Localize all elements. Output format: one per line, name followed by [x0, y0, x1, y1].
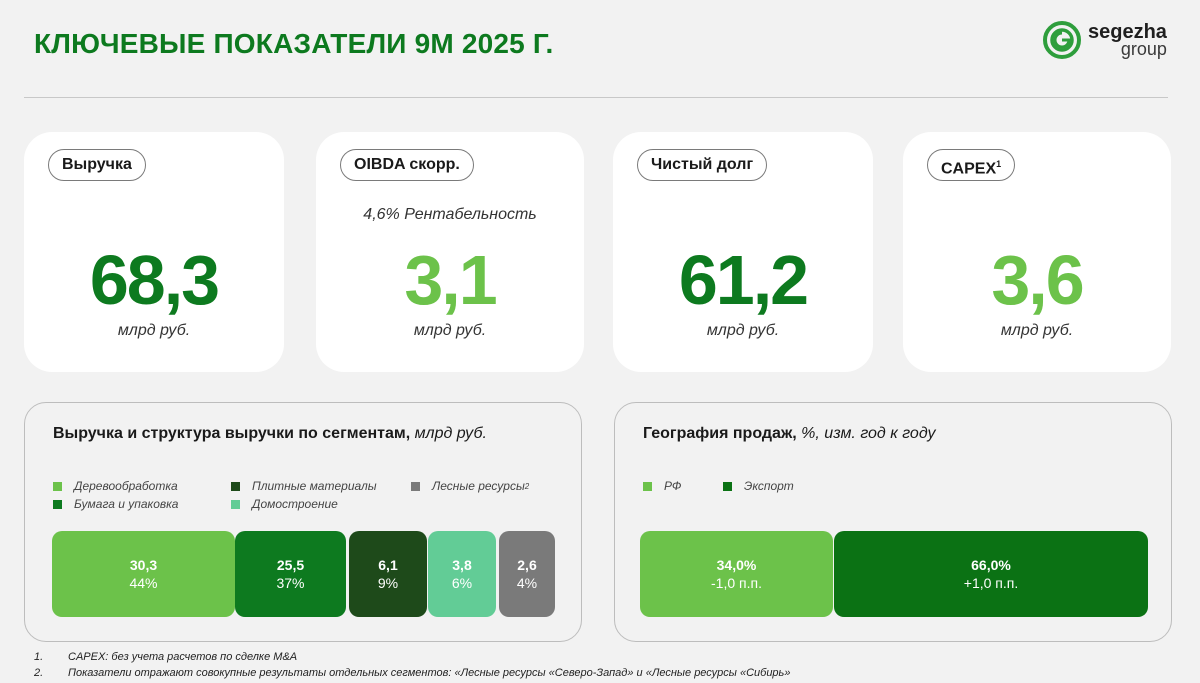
segment-value-forest: 2,6 — [517, 557, 537, 573]
kpi-label-oibda: OIBDA скорр. — [340, 149, 474, 181]
legend-swatch-rf — [643, 481, 652, 491]
legend-swatch-wood — [53, 481, 62, 491]
kpi-unit-oibda: млрд руб. — [413, 322, 487, 339]
kpi-label-revenue: Выручка — [48, 149, 146, 181]
geography-title-bold: География продаж, — [643, 425, 797, 442]
logo-sub: group — [1120, 39, 1167, 59]
footnote-2-num: 2. — [34, 667, 44, 679]
segment-bar-panels: 6,1 9% — [349, 531, 427, 617]
legend-item-paper: Бумага и упаковка — [53, 497, 178, 511]
segezha-logo-icon — [1043, 21, 1081, 59]
segment-value-houses: 3,8 — [452, 557, 472, 573]
segment-pct-wood: 44% — [129, 575, 158, 591]
kpi-unit-capex: млрд руб. — [1000, 322, 1074, 339]
segment-bar-wood: 30,3 44% — [52, 531, 235, 617]
segment-pct-forest: 4% — [516, 575, 538, 591]
segment-pct-houses: 6% — [451, 575, 473, 591]
geo-bar-export: 66,0% +1,0 п.п. — [834, 531, 1148, 617]
legend-item-export: Экспорт — [723, 479, 794, 493]
kpi-label-capex: CAPEX1 — [927, 149, 1016, 181]
geography-panel: География продаж, %, изм. год к году РФ … — [614, 402, 1172, 642]
legend-label-wood: Деревообработка — [74, 479, 178, 493]
kpi-card-net-debt: Чистый долг 61,2 млрд руб. — [613, 132, 873, 372]
legend-swatch-export — [723, 481, 732, 491]
footnotes: 1. CAPEX: без учета расчетов по сделке M&… — [34, 649, 790, 681]
segment-value-paper: 25,5 — [276, 557, 305, 573]
segments-title-italic: млрд руб. — [410, 425, 487, 442]
kpi-card-capex: CAPEX1 3,6 млрд руб. — [903, 132, 1171, 372]
kpi-card-revenue: Выручка 68,3 млрд руб. — [24, 132, 284, 372]
segment-bar-houses: 3,8 6% — [428, 531, 496, 617]
header-divider — [24, 97, 1168, 98]
kpi-note-oibda: 4,6% Рентабельность — [363, 206, 537, 223]
geo-value-rf: 34,0% — [716, 557, 757, 573]
kpi-value-capex: 3,6 — [991, 241, 1084, 319]
page-title: КЛЮЧЕВЫЕ ПОКАЗАТЕЛИ 9М 2025 Г. — [34, 28, 554, 59]
kpi-unit-revenue: млрд руб. — [117, 322, 191, 339]
segment-bar-forest: 2,6 4% — [499, 531, 555, 617]
segment-value-panels: 6,1 — [378, 557, 398, 573]
legend-label-panels: Плитные материалы — [252, 479, 377, 493]
kpi-card-oibda: OIBDA скорр. 4,6% Рентабельность 3,1 млр… — [316, 132, 584, 372]
legend-label-forest: Лесные ресурсы — [432, 479, 525, 493]
kpi-unit-net-debt: млрд руб. — [706, 322, 780, 339]
legend-label-forest-sup: 2 — [524, 481, 530, 491]
legend-item-rf: РФ — [643, 479, 681, 493]
kpi-label-capex-sup: 1 — [996, 159, 1002, 169]
kpi-value-net-debt: 61,2 — [678, 241, 809, 319]
footnote-1: 1. CAPEX: без учета расчетов по сделке M&… — [34, 649, 790, 665]
legend-label-paper: Бумага и упаковка — [74, 497, 179, 511]
segments-panel: Выручка и структура выручки по сегментам… — [24, 402, 582, 642]
legend-swatch-houses — [231, 499, 240, 509]
segment-pct-paper: 37% — [276, 575, 305, 591]
segments-title-bold: Выручка и структура выручки по сегментам… — [53, 425, 411, 442]
legend-item-wood: Деревообработка — [53, 479, 178, 493]
footnote-1-text: CAPEX: без учета расчетов по сделке M&A — [68, 651, 298, 663]
geo-bar-rf: 34,0% -1,0 п.п. — [640, 531, 833, 617]
legend-label-houses: Домостроение — [252, 497, 338, 511]
footnote-2: 2. Показатели отражают совокупные результ… — [34, 665, 790, 681]
legend-item-forest: Лесные ресурсы 2 — [411, 479, 529, 493]
logo-name: segezha — [1088, 21, 1167, 43]
legend-swatch-panels — [231, 481, 240, 491]
legend-label-rf: РФ — [664, 479, 682, 493]
segment-value-wood: 30,3 — [129, 557, 158, 573]
kpi-value-oibda: 3,1 — [404, 241, 497, 319]
segment-bar-paper: 25,5 37% — [235, 531, 346, 617]
segments-panel-title: Выручка и структура выручки по сегментам… — [53, 425, 487, 443]
kpi-label-capex-text: CAPEX — [941, 160, 997, 178]
footnote-2-text: Показатели отражают совокупные результат… — [68, 667, 791, 679]
legend-swatch-paper — [53, 499, 62, 509]
legend-label-export: Экспорт — [744, 479, 794, 493]
legend-swatch-forest — [411, 481, 420, 491]
company-logo: segezha group — [1042, 20, 1167, 60]
geo-value-export: 66,0% — [971, 557, 1011, 573]
legend-item-houses: Домостроение — [231, 497, 338, 511]
geography-title-italic: %, изм. год к году — [796, 425, 936, 442]
segment-pct-panels: 9% — [377, 575, 399, 591]
geo-change-export: +1,0 п.п. — [963, 575, 1019, 591]
kpi-value-revenue: 68,3 — [89, 241, 220, 319]
legend-item-panels: Плитные материалы — [231, 479, 377, 493]
kpi-label-net-debt: Чистый долг — [637, 149, 768, 181]
footnote-1-num: 1. — [34, 651, 44, 663]
geo-change-rf: -1,0 п.п. — [711, 575, 762, 591]
geography-panel-title: География продаж, %, изм. год к году — [643, 425, 935, 443]
